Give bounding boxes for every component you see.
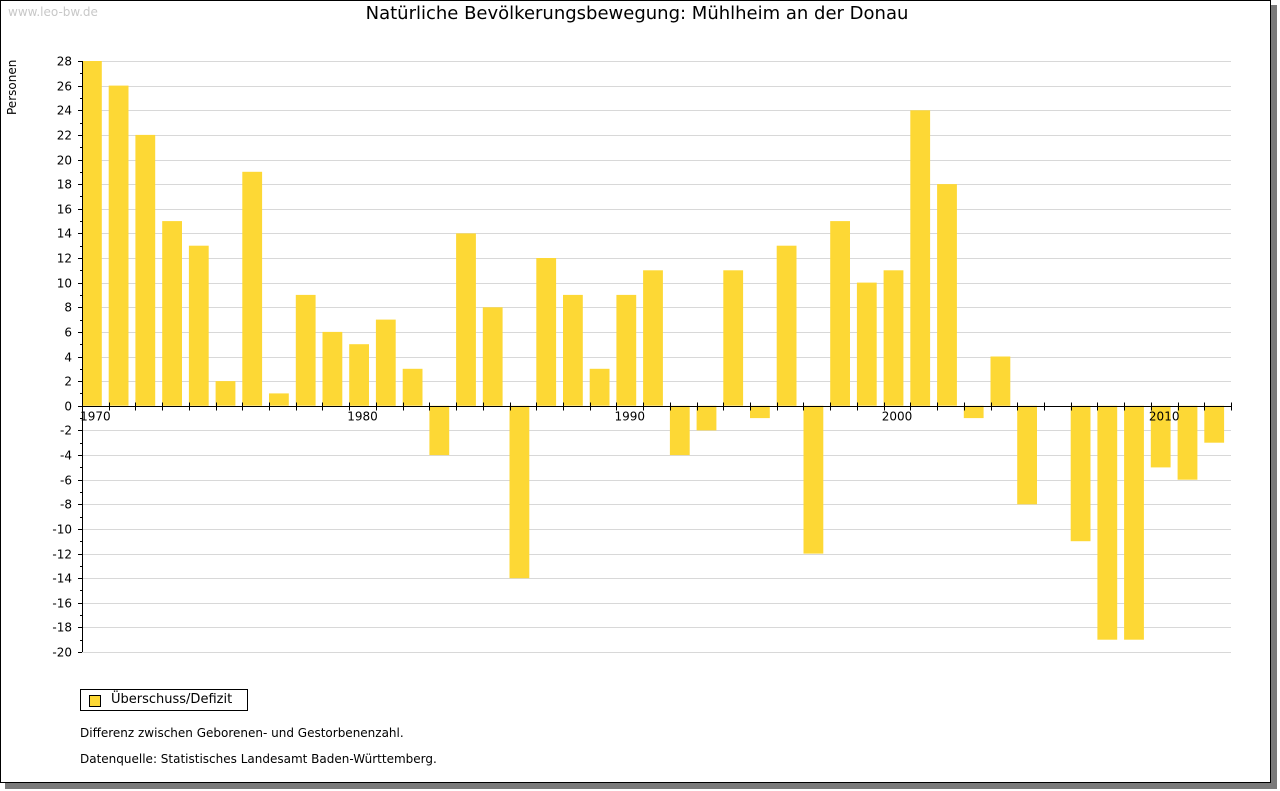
x-tick-label: 1970 bbox=[80, 410, 111, 424]
y-tick-label: 24 bbox=[57, 104, 72, 118]
y-tick-label: 6 bbox=[64, 326, 72, 340]
y-tick-label: 16 bbox=[57, 203, 72, 217]
y-tick-label: 2 bbox=[64, 375, 72, 389]
legend: Überschuss/Defizit bbox=[80, 689, 248, 711]
bar-1998 bbox=[830, 221, 850, 406]
bar-1988 bbox=[563, 294, 583, 406]
bar-1984 bbox=[456, 233, 476, 406]
axis-layer: -20-18-16-14-12-10-8-6-4-202468101214161… bbox=[52, 55, 1232, 660]
x-tick-label: 2010 bbox=[1149, 410, 1180, 424]
bar-1986 bbox=[509, 405, 530, 579]
bar-1992 bbox=[669, 405, 690, 456]
y-tick-label: -8 bbox=[60, 498, 72, 512]
y-tick-label: -2 bbox=[60, 424, 72, 438]
bar-2008 bbox=[1097, 405, 1118, 640]
bar-1981 bbox=[375, 319, 396, 406]
bar-1991 bbox=[643, 270, 663, 406]
bar-2005 bbox=[1017, 405, 1037, 505]
frame-shadow-bottom bbox=[5, 783, 1277, 789]
bar-1974 bbox=[188, 245, 209, 406]
y-tick-label: -16 bbox=[52, 597, 72, 611]
bar-1993 bbox=[696, 405, 717, 431]
bar-2009 bbox=[1124, 405, 1144, 640]
x-tick-label: 1990 bbox=[615, 410, 646, 424]
legend-label: Überschuss/Defizit bbox=[111, 692, 233, 707]
y-tick-label: 4 bbox=[64, 351, 72, 365]
bar-1995 bbox=[750, 405, 770, 419]
y-tick-label: -20 bbox=[52, 646, 72, 660]
y-tick-label: -12 bbox=[52, 548, 72, 562]
bar-2012 bbox=[1204, 405, 1225, 443]
note-source: Datenquelle: Statistisches Landesamt Bad… bbox=[80, 752, 437, 766]
bar-1979 bbox=[322, 331, 343, 406]
bars-layer bbox=[82, 61, 1225, 640]
y-tick-label: 26 bbox=[57, 80, 72, 94]
y-tick-label: 8 bbox=[64, 301, 72, 315]
bar-1999 bbox=[856, 282, 877, 406]
y-tick-label: 18 bbox=[57, 178, 72, 192]
bar-1985 bbox=[482, 307, 503, 406]
bar-1972 bbox=[135, 134, 156, 406]
bar-2001 bbox=[910, 110, 931, 406]
frame-shadow-right bbox=[1271, 5, 1277, 789]
y-tick-label: -18 bbox=[52, 621, 72, 635]
bar-1983 bbox=[429, 405, 450, 456]
note-difference: Differenz zwischen Geborenen- und Gestor… bbox=[80, 726, 404, 740]
y-tick-label: 12 bbox=[57, 252, 72, 266]
bar-1971 bbox=[108, 85, 129, 406]
bar-1975 bbox=[215, 381, 236, 406]
y-tick-label: -6 bbox=[60, 474, 72, 488]
bar-1997 bbox=[803, 405, 824, 554]
bar-1987 bbox=[536, 258, 557, 406]
bar-2007 bbox=[1070, 405, 1091, 542]
bar-2010 bbox=[1150, 405, 1171, 468]
y-tick-label: -4 bbox=[60, 449, 72, 463]
y-tick-label: 28 bbox=[57, 55, 72, 69]
x-tick-label: 1980 bbox=[347, 410, 378, 424]
y-tick-label: 22 bbox=[57, 129, 72, 143]
bar-1976 bbox=[242, 171, 263, 406]
y-tick-label: 20 bbox=[57, 154, 72, 168]
bar-1982 bbox=[402, 368, 423, 406]
y-tick-label: -14 bbox=[52, 572, 72, 586]
legend-swatch bbox=[89, 695, 101, 707]
y-tick-label: -10 bbox=[52, 523, 72, 537]
bar-1977 bbox=[269, 393, 289, 406]
bar-1989 bbox=[589, 368, 610, 406]
bar-2004 bbox=[990, 356, 1011, 406]
y-tick-label: 14 bbox=[57, 227, 72, 241]
bar-1996 bbox=[776, 245, 797, 406]
bar-2003 bbox=[963, 405, 984, 419]
chart-title: Natürliche Bevölkerungsbewegung: Mühlhei… bbox=[365, 3, 909, 24]
bar-1970 bbox=[82, 61, 102, 406]
y-tick-label: 0 bbox=[64, 400, 72, 414]
bar-2011 bbox=[1177, 405, 1198, 480]
bar-1973 bbox=[162, 221, 182, 406]
watermark: www.leo-bw.de bbox=[8, 5, 98, 19]
bar-2002 bbox=[937, 184, 957, 406]
bar-1994 bbox=[723, 270, 744, 406]
x-tick-label: 2000 bbox=[882, 410, 913, 424]
bar-1980 bbox=[349, 344, 369, 406]
bar-2000 bbox=[883, 270, 904, 406]
y-tick-label: 10 bbox=[57, 277, 72, 291]
bar-1978 bbox=[295, 294, 316, 406]
bar-1990 bbox=[616, 294, 637, 406]
